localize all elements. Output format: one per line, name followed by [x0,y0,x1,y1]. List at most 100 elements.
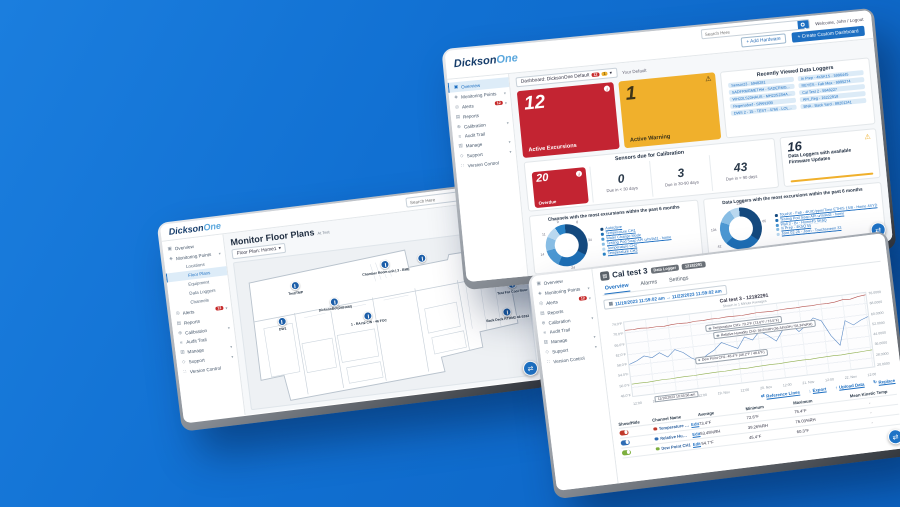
info-icon[interactable]: i [603,85,611,92]
monitoring-point-marker[interactable]: 1 - RAct2 CW - 46 FOC [349,309,389,327]
edit-link[interactable]: Edit [692,441,701,448]
legend-swatch [602,252,606,256]
channel-color-dot [655,446,660,451]
y-tick: 20.0000 [876,361,890,367]
monitoring-point-marker[interactable]: Test/TMP [286,281,305,296]
excursions-value: 12 [523,91,547,115]
sidebar-item-icon: ∷ [183,368,187,375]
search-button[interactable] [796,20,809,30]
sidebar-item-icon: ∷ [460,162,465,168]
show-hide-toggle[interactable] [620,439,630,446]
channel-name-link[interactable]: Relative Humidity CH2 [659,432,691,441]
action-icon: ↓ [808,387,812,393]
active-warning-tile[interactable]: ⚠ 1 Active Warning [618,72,722,149]
warning-label: Active Warning [629,134,671,144]
chevron-down-icon: ▾ [231,353,234,359]
sidebar-item-icon: ∷ [546,358,551,365]
calibration-bucket[interactable]: 43 Due in > 90 days [708,149,772,192]
data-logger-pin-icon [289,281,300,292]
y-tick: 52.0000 [871,320,885,327]
channel-name-link[interactable]: Temperature CH1 [658,422,690,432]
donut-value-label: 8 [576,220,579,225]
y-tick: 76.0000 [868,289,882,296]
sidebar-item-icon: ▥ [179,348,185,355]
chevron-down-icon: ▾ [588,294,592,301]
line-series [624,293,874,396]
alert-count-badge: 12 [494,100,503,106]
action-icon: ↻ [872,379,878,385]
chart-action-link[interactable]: ↑ Upload Data [834,381,865,390]
channel-name-link[interactable]: Dew Point CH1 [660,442,692,451]
tab[interactable]: Alarms [640,279,658,288]
y-tick: 62.0°F [615,352,627,358]
tab[interactable]: Overview [603,281,631,295]
show-hide-toggle[interactable] [619,429,629,436]
chevron-down-icon: ▾ [509,148,512,154]
x-tick: 12:00 [697,392,708,398]
firmware-card[interactable]: ⚠ 16 Data Loggers with available Firmwar… [779,128,881,188]
search-icon [800,22,805,27]
warning-icon: ⚠ [864,133,872,142]
channel-color-dot [654,436,659,441]
warning-icon: ⚠ [704,75,712,84]
sidebar-item-icon: ◇ [459,152,464,159]
action-icon: ↑ [834,384,838,390]
active-excursions-tile[interactable]: i 12 Active Excursions [516,82,620,159]
chevron-down-icon: ▾ [508,138,511,144]
x-tick: 12:00 [867,372,877,378]
excursion-count-badge: 12 [591,72,600,78]
floor-plan-canvas[interactable]: Test/TMP DW1 DicksonBot(DttH [232,226,539,411]
sidebar-item-icon: ▥ [458,142,464,149]
monitoring-point-marker[interactable]: Chamber Room unit | 3 - BME [360,257,411,277]
monitoring-point-marker[interactable]: Back Deck RTHM2 46-5332 [484,305,531,324]
sidebar-item-icon: ▥ [543,338,549,345]
alert-count-badge: 12 [578,295,588,301]
sidebar-item-icon: ▣ [167,245,173,252]
chart-action-link[interactable]: ↻ Replace [872,377,896,385]
legend-swatch [601,237,605,241]
channels-donut-chart[interactable] [543,222,590,269]
x-tick: 19. Nov [717,390,730,396]
y-tick: 50.0°F [619,382,630,389]
logger-window: ▣ Overview ◈ Monitoring Points ▾ [527,230,900,500]
calibration-bucket[interactable]: 3 Due in 30-90 days [649,155,713,198]
monitoring-point-marker[interactable]: DW1 [276,316,288,332]
chat-icon: ⇄ [527,364,534,373]
sidebar-item-icon: ▤ [455,113,461,120]
calibration-bucket[interactable]: 0 Due in < 30 days [589,161,653,203]
channel-color-dot [653,427,658,431]
sidebar-item-icon: ≡ [458,133,462,140]
monitoring-point-marker[interactable] [416,252,427,263]
y-tick: 58.0°F [616,362,628,368]
monitoring-point-marker[interactable]: DicksonBot(DttHold) [316,295,354,313]
sidebar-item-icon: ◇ [181,358,186,365]
plot-area[interactable]: Temperature CH1: 73.2°F (73.6°F / 73.5°F… [622,291,876,398]
chevron-down-icon: ▾ [590,314,594,320]
donut-value-label: 14 [540,252,545,257]
legend-swatch [600,232,605,237]
y-tick: 66.0°F [614,342,625,348]
welcome-links[interactable]: Welcome, John / Logout [814,16,864,26]
overdue-tile[interactable]: i 20 Overdue [531,167,589,209]
data-logger-pin-icon [416,252,427,263]
chevron-down-icon: ▾ [594,343,598,349]
add-hardware-button[interactable]: + Add Hardware [740,33,787,48]
donut-value-label: 9 [556,219,559,224]
sidebar-item-icon: ◈ [453,94,459,100]
y-tick: 60.0000 [870,310,884,316]
logger-chart: Cal test 3 - 12182291 Shown in 1 Minute … [605,279,895,408]
sidebar-item-icon: ◎ [538,300,544,306]
loggers-donut-chart[interactable] [717,205,764,252]
alert-count-badge: 12 [215,305,224,311]
sidebar-item-icon [180,276,186,277]
show-hide-toggle[interactable] [621,449,632,456]
floorplans-window: DicksonOne ▣ Overview [156,178,550,432]
sidebar-item-icon: ≡ [179,340,183,346]
chart-action-link[interactable]: ↓ Export [808,385,827,393]
sidebar-item-icon: ◇ [544,348,550,355]
donut-value-label: 11 [541,231,546,237]
data-logger-pin-icon [380,259,391,270]
data-logger-pin-icon [276,316,287,327]
sidebar-item-icon: ⊕ [456,123,462,130]
tab[interactable]: Settings [668,275,689,284]
